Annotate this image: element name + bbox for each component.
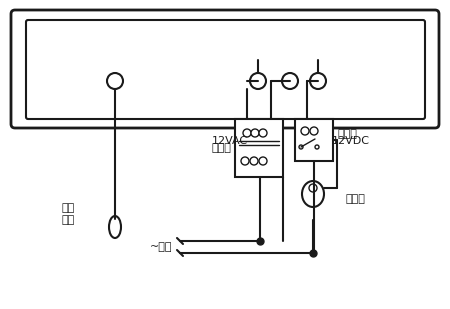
Text: 压缩机: 压缩机: [345, 194, 365, 204]
Text: 继电器: 继电器: [337, 129, 357, 139]
Bar: [235, 119, 283, 177]
FancyBboxPatch shape: [11, 10, 439, 128]
Circle shape: [250, 157, 258, 165]
Text: 12VDC: 12VDC: [332, 136, 370, 146]
Text: ~电源: ~电源: [149, 242, 172, 252]
Circle shape: [251, 129, 259, 137]
Circle shape: [310, 127, 318, 135]
Circle shape: [243, 129, 251, 137]
Circle shape: [282, 73, 298, 89]
Circle shape: [241, 157, 249, 165]
Circle shape: [259, 157, 267, 165]
Circle shape: [309, 184, 317, 192]
Circle shape: [259, 129, 267, 137]
FancyBboxPatch shape: [26, 20, 425, 119]
Circle shape: [315, 145, 319, 149]
Circle shape: [299, 145, 303, 149]
Text: 12VAC: 12VAC: [212, 136, 248, 146]
Circle shape: [250, 73, 266, 89]
Bar: [295, 119, 333, 161]
Circle shape: [301, 127, 309, 135]
Circle shape: [310, 73, 326, 89]
Ellipse shape: [109, 216, 121, 238]
Text: 库温
探头: 库温 探头: [61, 203, 75, 225]
Circle shape: [107, 73, 123, 89]
Text: 变压器: 变压器: [211, 143, 231, 153]
Ellipse shape: [302, 181, 324, 207]
